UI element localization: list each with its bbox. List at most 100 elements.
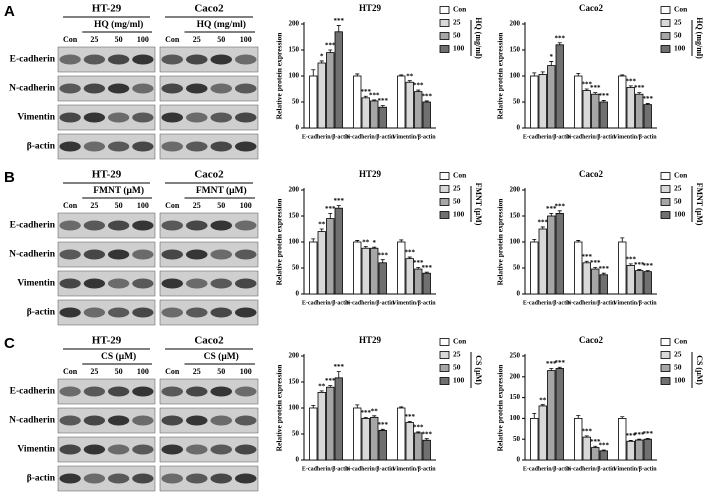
error-bar: [355, 240, 360, 242]
band: [59, 278, 81, 289]
error-bar: [637, 438, 642, 441]
legend-label: Con: [453, 337, 467, 346]
significance: ***: [582, 427, 593, 435]
lane-label: Con: [165, 201, 180, 210]
band: [161, 249, 184, 260]
bar: [334, 377, 343, 461]
significance: ***: [590, 84, 601, 92]
bar: [582, 262, 591, 295]
legend-label: Con: [674, 337, 688, 346]
error-bar: [336, 371, 341, 378]
x-tick-label: N-cadherin/β-actin: [567, 134, 616, 140]
y-tick-label: 100: [510, 72, 521, 80]
bar: [317, 62, 326, 129]
band: [83, 249, 106, 260]
bar: [361, 97, 370, 129]
bar: [530, 417, 539, 461]
lane-label: 25: [193, 201, 201, 210]
x-tick-label: N-cadherin/β-actin: [567, 300, 616, 306]
bar: [530, 75, 539, 129]
band: [83, 83, 106, 94]
lane-label: Con: [63, 201, 78, 210]
band: [107, 141, 130, 152]
error-bar: [380, 259, 385, 263]
legend-swatch: [660, 198, 671, 206]
band: [132, 307, 154, 318]
legend-title: HQ (mg/ml): [474, 17, 483, 59]
legend-swatch: [439, 19, 450, 27]
significance: ***: [325, 377, 336, 385]
protein-label: E-cadherin: [10, 55, 56, 65]
legend-swatch: [439, 185, 450, 193]
bar: [309, 75, 318, 129]
band: [83, 220, 106, 231]
band: [83, 386, 106, 397]
significance: **: [371, 407, 379, 415]
y-tick-label: 100: [510, 414, 521, 422]
y-tick-label: 0: [296, 290, 300, 298]
x-tick-label: E-cadherin/β-actin: [302, 300, 351, 306]
significance: ***: [538, 219, 549, 227]
band: [107, 112, 130, 123]
lane-label: Con: [165, 367, 180, 376]
band: [132, 278, 154, 289]
error-bar: [637, 269, 642, 271]
bar: [397, 75, 406, 129]
band: [107, 415, 130, 426]
legend-swatch: [660, 19, 671, 27]
band: [234, 83, 257, 94]
significance: ***: [325, 42, 336, 50]
y-tick-label: 200: [289, 20, 300, 28]
error-bar: [372, 99, 377, 101]
band: [59, 83, 81, 94]
bar: [353, 75, 362, 129]
error-bar: [399, 406, 404, 408]
legend-title: FMNT (μM): [695, 183, 704, 226]
band: [107, 220, 130, 231]
bar: [378, 106, 387, 129]
significance: ***: [334, 17, 345, 25]
legend-label: 100: [453, 210, 465, 219]
significance: ***: [599, 265, 610, 273]
error-bar: [336, 205, 341, 209]
y-axis-label: Relative protein expression: [496, 364, 505, 452]
error-bar: [540, 71, 545, 75]
error-bar: [645, 103, 650, 105]
significance: ***: [634, 431, 645, 439]
band: [210, 141, 233, 152]
bar: [361, 417, 370, 461]
error-bar: [645, 270, 650, 272]
y-tick-label: 200: [510, 372, 521, 380]
band: [59, 54, 81, 65]
y-axis-label: Relative protein expression: [275, 364, 284, 452]
legend-label: 25: [453, 350, 461, 359]
error-bar: [584, 88, 589, 91]
y-tick-label: 150: [510, 393, 521, 401]
lane-label: 100: [240, 35, 252, 44]
bar: [334, 31, 343, 129]
error-bar: [407, 80, 412, 83]
error-bar: [593, 445, 598, 448]
bar: [378, 262, 387, 295]
band: [185, 444, 208, 455]
lane-label: 100: [240, 201, 252, 210]
error-bar: [532, 413, 537, 419]
legend-title: CS (μM): [695, 355, 704, 385]
bar: [635, 270, 644, 295]
band: [107, 83, 130, 94]
significance: ***: [626, 255, 637, 263]
bar: [574, 241, 583, 295]
error-bar: [620, 416, 625, 419]
treatment: CS (μM): [101, 351, 136, 362]
error-bar: [407, 256, 412, 259]
band: [185, 249, 208, 260]
bar: [626, 87, 635, 129]
cell-line: HT-29: [92, 169, 122, 181]
legend-label: 25: [453, 184, 461, 193]
error-bar: [380, 428, 385, 431]
band: [185, 386, 208, 397]
error-bar: [549, 61, 554, 66]
protein-label: N-cadherin: [9, 250, 56, 260]
bar: [538, 74, 547, 129]
band: [234, 307, 257, 318]
